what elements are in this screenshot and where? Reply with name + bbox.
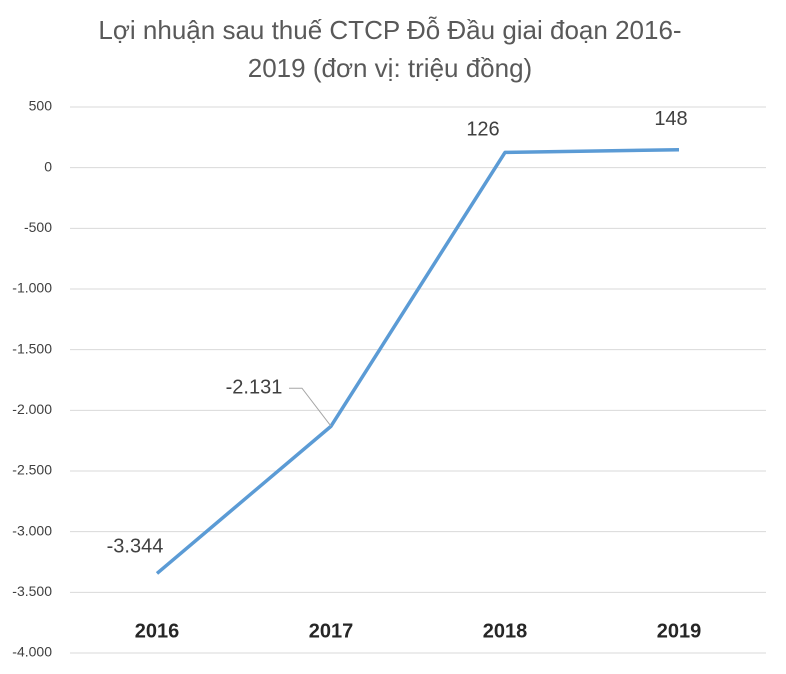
x-tick-label: 2018 — [483, 620, 528, 642]
data-label: 126 — [466, 119, 499, 141]
y-tick-label: -3.500 — [12, 583, 52, 599]
y-tick-label: 0 — [44, 158, 52, 174]
data-label: 148 — [654, 108, 687, 130]
chart-title: Lợi nhuận sau thuế CTCP Đỗ Đầu giai đoạn… — [98, 15, 681, 45]
y-tick-label: 500 — [29, 98, 53, 114]
data-label: -3.344 — [107, 536, 164, 558]
leader-line — [289, 387, 332, 427]
y-tick-label: -4.000 — [12, 644, 52, 660]
y-tick-label: -2.000 — [12, 401, 52, 417]
chart-title: 2019 (đơn vị: triệu đồng) — [248, 53, 532, 83]
y-tick-label: -2.500 — [12, 462, 52, 478]
y-tick-label: -3.000 — [12, 522, 52, 538]
x-tick-label: 2017 — [309, 620, 354, 642]
data-label: -2.131 — [226, 377, 283, 399]
x-tick-label: 2016 — [135, 620, 180, 642]
data-line — [155, 147, 680, 575]
x-tick-label: 2019 — [657, 620, 702, 642]
y-tick-label: -500 — [24, 219, 52, 235]
y-tick-label: -1.000 — [12, 280, 52, 296]
y-tick-label: -1.500 — [12, 340, 52, 356]
